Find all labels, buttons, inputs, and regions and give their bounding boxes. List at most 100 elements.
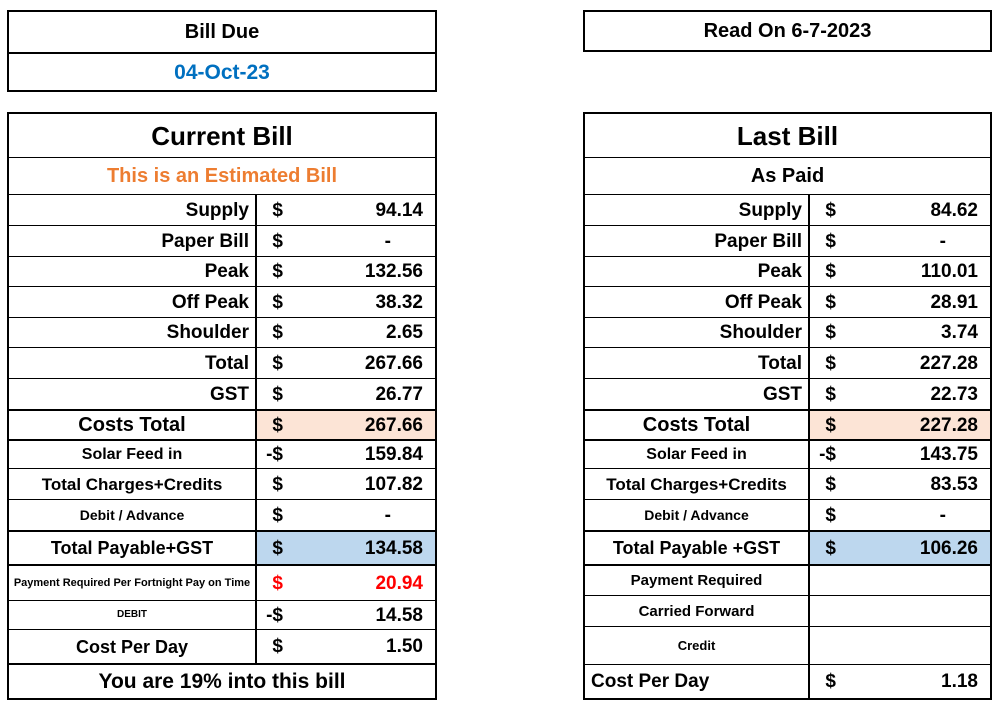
row-value: $83.53 xyxy=(808,469,990,499)
row-label: GST xyxy=(762,383,802,405)
row-value xyxy=(808,627,990,664)
currency-sign: $ xyxy=(272,199,283,221)
currency-sign: $ xyxy=(272,572,283,594)
currency-sign: $ xyxy=(825,261,836,282)
table-row-costs-total: Costs Total $227.28 xyxy=(585,409,990,439)
row-value: $132.56 xyxy=(255,257,435,286)
currency-sign: $ xyxy=(272,473,283,495)
amount-value: 2.65 xyxy=(386,322,423,343)
row-value: $107.82 xyxy=(255,469,435,499)
row-label: Costs Total xyxy=(78,414,186,436)
bill-progress-note: You are 19% into this bill xyxy=(98,670,346,693)
table-row: GST $26.77 xyxy=(9,378,435,409)
currency-sign: $ xyxy=(272,352,283,374)
amount-value: 1.50 xyxy=(386,636,423,657)
row-label: Cost Per Day xyxy=(591,671,710,692)
row-label: Supply xyxy=(185,199,249,221)
row-value: $3.74 xyxy=(808,318,990,347)
table-row-total-payable: Total Payable+GST $134.58 xyxy=(9,530,435,564)
amount-value: 106.26 xyxy=(919,537,978,559)
row-label: Payment Required Per Fortnight Pay on Ti… xyxy=(13,576,251,589)
amount-value: 22.73 xyxy=(930,383,978,405)
table-row: Credit xyxy=(585,626,990,664)
table-row-total-payable: Total Payable +GST $106.26 xyxy=(585,530,990,564)
table-row: Shoulder $2.65 xyxy=(9,317,435,347)
row-value: $267.66 xyxy=(255,348,435,378)
row-value: $20.94 xyxy=(255,566,435,600)
currency-sign: -$ xyxy=(266,444,283,465)
row-value: $ - xyxy=(808,500,990,530)
currency-sign: $ xyxy=(825,199,836,221)
current-bill-title: Current Bill xyxy=(151,120,293,151)
row-label: Paper Bill xyxy=(161,230,249,252)
currency-sign: $ xyxy=(825,414,836,436)
table-row-costs-total: Costs Total $267.66 xyxy=(9,409,435,439)
table-row: Off Peak $38.32 xyxy=(9,286,435,317)
table-row: Paper Bill $ - xyxy=(585,225,990,256)
row-value: $227.28 xyxy=(808,411,990,439)
amount-value: 227.28 xyxy=(919,352,978,374)
amount-value: 20.94 xyxy=(375,572,423,594)
table-row: GST $22.73 xyxy=(585,378,990,409)
table-row: Cost Per Day $1.18 xyxy=(585,664,990,698)
row-value: $134.58 xyxy=(255,532,435,564)
row-label: DEBIT xyxy=(117,609,147,620)
amount-value: 28.91 xyxy=(930,291,978,313)
currency-sign: $ xyxy=(272,261,283,282)
row-label: Total Charges+Credits xyxy=(41,474,223,494)
table-row: Shoulder $3.74 xyxy=(585,317,990,347)
row-value: $ - xyxy=(255,226,435,256)
amount-value: 267.66 xyxy=(364,414,423,436)
row-value: $28.91 xyxy=(808,287,990,317)
row-value: $ - xyxy=(255,500,435,530)
row-value: $84.62 xyxy=(808,195,990,225)
currency-sign: $ xyxy=(825,473,836,495)
currency-sign: $ xyxy=(825,322,836,343)
row-label: Paper Bill xyxy=(714,230,802,252)
row-label: Debit / Advance xyxy=(79,507,185,523)
currency-sign: $ xyxy=(825,352,836,374)
row-label: Peak xyxy=(757,261,802,282)
read-on-title: Read On 6-7-2023 xyxy=(703,20,872,42)
row-value: $110.01 xyxy=(808,257,990,286)
row-value: $22.73 xyxy=(808,379,990,409)
row-label: Total Charges+Credits xyxy=(606,474,787,494)
row-value: -$ 14.58 xyxy=(255,601,435,629)
row-value: $106.26 xyxy=(808,532,990,564)
table-row: Solar Feed in -$ 143.75 xyxy=(585,439,990,468)
read-on-box: Read On 6-7-2023 xyxy=(583,10,992,52)
table-row: Cost Per Day $1.50 xyxy=(9,629,435,663)
amount-value: 84.62 xyxy=(930,199,978,221)
row-value: $2.65 xyxy=(255,318,435,347)
amount-value: 1.18 xyxy=(941,671,978,692)
row-value: $94.14 xyxy=(255,195,435,225)
amount-value: 159.84 xyxy=(364,444,423,465)
row-label: Cost Per Day xyxy=(75,636,189,657)
row-value: $1.50 xyxy=(255,630,435,663)
amount-value: - xyxy=(939,230,946,252)
bill-due-title: Bill Due xyxy=(184,21,260,43)
table-row: Solar Feed in -$ 159.84 xyxy=(9,439,435,468)
amount-value: 143.75 xyxy=(919,444,978,465)
currency-sign: $ xyxy=(272,291,283,313)
row-label: Solar Feed in xyxy=(81,445,183,463)
currency-sign: $ xyxy=(272,322,283,343)
currency-sign: $ xyxy=(272,383,283,405)
table-row: Supply $94.14 xyxy=(9,194,435,225)
row-label: Payment Required xyxy=(630,572,763,589)
row-value: $1.18 xyxy=(808,665,990,698)
amount-value: - xyxy=(939,504,946,526)
amount-value: 38.32 xyxy=(375,291,423,313)
row-value: -$ 143.75 xyxy=(808,441,990,468)
row-label: Total xyxy=(758,352,802,374)
bill-due-box: Bill Due 04-Oct-23 xyxy=(7,10,437,92)
table-row: DEBIT -$ 14.58 xyxy=(9,600,435,629)
amount-value: - xyxy=(384,504,391,526)
row-value: $26.77 xyxy=(255,379,435,409)
row-value: $267.66 xyxy=(255,411,435,439)
table-row-payment-required: Payment Required Per Fortnight Pay on Ti… xyxy=(9,564,435,600)
row-value: -$ 159.84 xyxy=(255,441,435,468)
table-row: Total Charges+Credits $83.53 xyxy=(585,468,990,499)
current-bill-table: Current Bill This is an Estimated Bill S… xyxy=(7,112,437,700)
row-label: Carried Forward xyxy=(638,602,755,620)
